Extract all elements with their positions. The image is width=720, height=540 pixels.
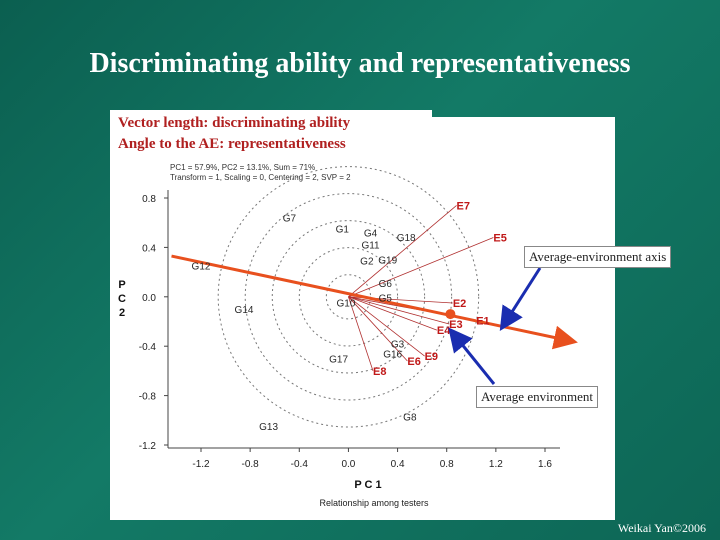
x-axis-title: P C 1 [354, 479, 381, 491]
genotype-label: G1 [336, 225, 350, 236]
genotype-label: G7 [283, 213, 297, 224]
genotype-label: G16 [383, 349, 402, 360]
genotype-label: G14 [235, 305, 254, 316]
environment-label: E2 [453, 298, 466, 310]
svg-text:PC2: PC2 [118, 279, 126, 319]
x-tick-label: 0.4 [391, 459, 405, 470]
environment-vector [348, 296, 450, 325]
x-tick-label: -0.4 [291, 459, 309, 470]
genotype-label: G2 [360, 257, 374, 268]
concentric-circle [244, 193, 453, 401]
genotype-label: G10 [337, 299, 356, 310]
environment-vector [348, 296, 425, 357]
stats-line-2: Transform = 1, Scaling = 0, Centering = … [170, 173, 351, 182]
concentric-circle [298, 247, 399, 347]
x-tick-label: 0.0 [341, 459, 355, 470]
genotype-label: G19 [378, 255, 397, 266]
concentric-circle [271, 220, 426, 374]
environment-vector [348, 205, 457, 298]
caption-line-2: Angle to the AE: representativeness [118, 136, 346, 152]
environment-vectors [348, 205, 494, 372]
environment-label: E9 [425, 351, 438, 363]
environment-label: E7 [457, 200, 470, 212]
y-tick-label: 0.0 [142, 293, 156, 304]
environment-label: E3 [449, 319, 462, 331]
environment-label: E5 [493, 233, 506, 245]
biplot-panel [110, 117, 615, 520]
x-tick-label: -1.2 [192, 459, 210, 470]
environment-vector [348, 296, 438, 331]
average-environment-axis-line [171, 254, 578, 350]
caption-line-1: Vector length: discriminating ability [118, 115, 351, 131]
callout-arrow-environment [448, 327, 496, 385]
y-tick-label: -0.4 [139, 342, 157, 353]
environment-vector [348, 296, 408, 362]
callout-arrows [448, 267, 542, 385]
genotype-label: G18 [397, 233, 416, 244]
concentric-circle [217, 166, 480, 428]
genotype-label: G5 [379, 294, 393, 305]
x-tick-label: 0.8 [440, 459, 454, 470]
genotype-label: G8 [403, 412, 417, 423]
environment-label: E8 [373, 366, 386, 378]
genotype-label: G11 [361, 241, 380, 252]
axis-ticks: -1.2 -0.8 -0.4 0.0 0.4 0.8 1.2 1.6 0.8 0.4 0.0 -0.4… [139, 194, 553, 470]
callout-arrow-axis [499, 267, 542, 332]
genotype-label: G13 [259, 422, 278, 433]
y-tick-label: 0.8 [142, 194, 156, 205]
caption-box: Vector length: discriminating ability An… [110, 110, 432, 160]
x-tick-label: -0.8 [242, 459, 260, 470]
chart-footer: Relationship among testers [319, 498, 429, 508]
x-tick-label: 1.6 [538, 459, 552, 470]
environment-label: E1 [476, 315, 489, 327]
genotype-label: G6 [379, 279, 393, 290]
concentric-circle [325, 274, 372, 320]
y-tick-label: -0.8 [139, 392, 157, 403]
genotype-label: G4 [364, 228, 378, 239]
y-tick-label: -1.2 [139, 441, 157, 452]
callout-average-environment: Average environment [476, 386, 599, 408]
concentric-circles [217, 166, 480, 428]
chart-axes [167, 190, 560, 449]
environment-vector [348, 296, 374, 372]
ae-axis-line [171, 254, 578, 350]
genotype-label: G17 [329, 354, 348, 365]
genotype-label: G12 [192, 262, 211, 273]
genotype-label: G3 [391, 339, 405, 350]
x-tick-label: 1.2 [489, 459, 503, 470]
stats-line-1: PC1 = 57.9%, PC2 = 13.1%, Sum = 71% [170, 163, 315, 172]
environment-vector [348, 237, 494, 298]
credit-text: Weikai Yan©2006 [617, 521, 706, 535]
y-tick-label: 0.4 [142, 243, 156, 254]
average-environment-marker [445, 309, 456, 320]
environment-label: E4 [437, 325, 451, 337]
slide-title: Discriminating ability and representativ… [89, 48, 631, 79]
environment-label: E6 [407, 356, 420, 368]
callout-ae-axis: Average-environment axis [524, 246, 672, 268]
